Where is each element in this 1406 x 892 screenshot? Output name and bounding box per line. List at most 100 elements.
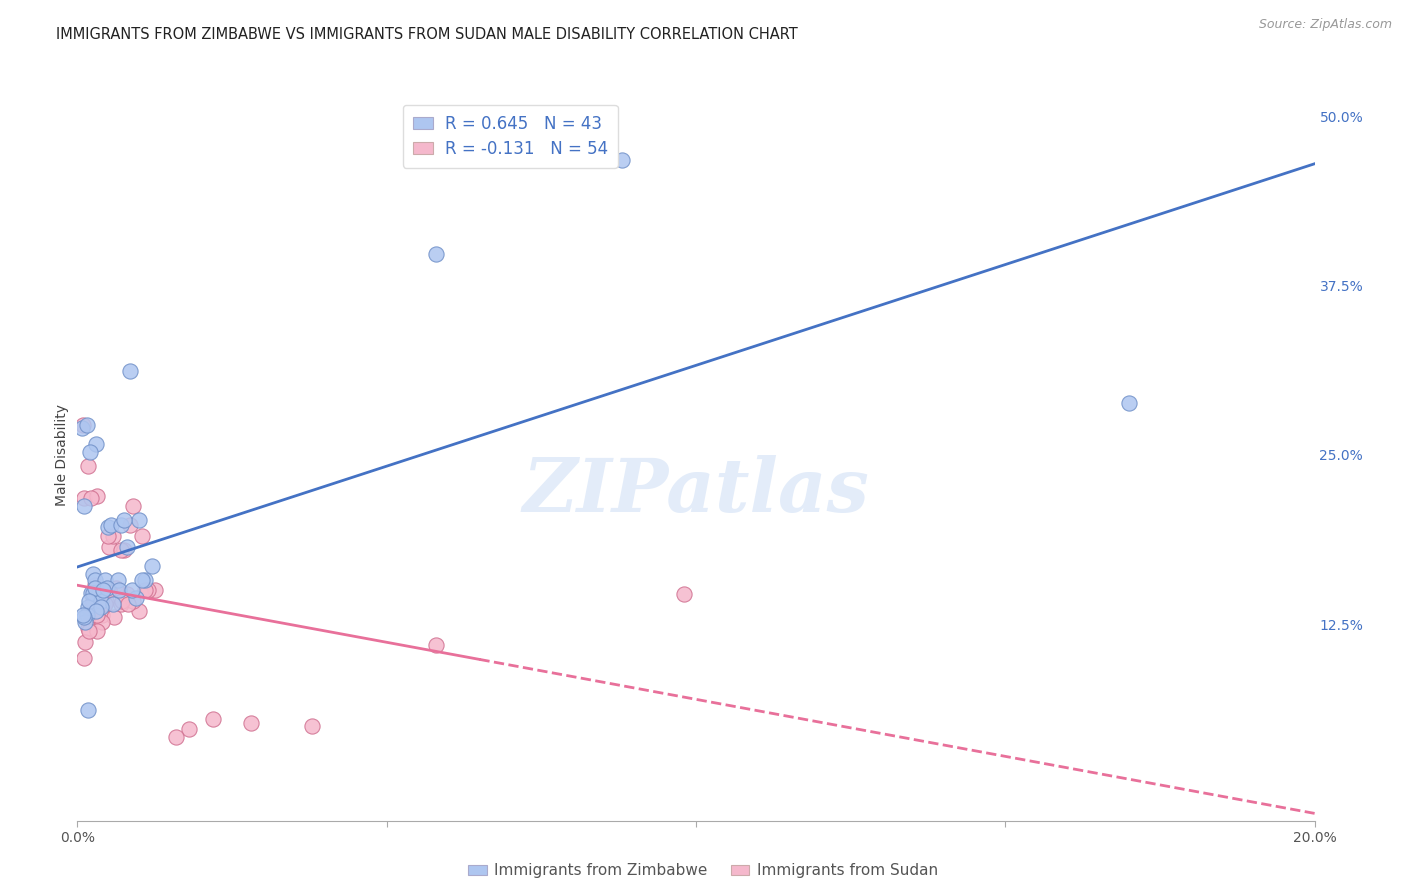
Point [97,529,120,543]
Point [82,597,104,611]
Y-axis label: Male Disability: Male Disability [55,404,69,506]
Point [80,491,103,506]
Legend: R = 0.645   N = 43, R = -0.131   N = 54: R = 0.645 N = 43, R = -0.131 N = 54 [404,105,617,168]
Point [94,583,117,598]
Point [112,513,135,527]
Point [143,583,166,598]
Point [134,573,156,587]
Point [103,597,125,611]
Point [165,730,187,744]
Point [82,586,104,600]
Point [83,578,105,592]
Point [93,597,115,611]
Point [103,610,125,624]
Point [84,594,107,608]
Point [98,583,121,598]
Point [115,587,138,601]
Point [82,567,104,582]
Point [90,594,112,608]
Point [110,597,132,611]
Point [97,519,120,533]
Point [128,513,150,527]
Point [79,604,101,618]
Point [100,518,122,533]
Point [134,583,156,598]
Point [672,587,695,601]
Point [86,607,108,622]
Point [75,635,97,649]
Point [77,702,100,716]
Point [96,594,118,608]
Point [610,153,633,167]
Point [84,590,107,604]
Point [104,581,127,595]
Point [103,529,125,543]
Point [84,604,107,618]
Point [83,573,105,587]
Point [82,594,104,608]
Point [79,615,101,629]
Point [177,722,200,736]
Point [91,583,114,598]
Point [73,651,96,665]
Point [77,624,100,638]
Point [77,621,100,635]
Point [138,583,160,598]
Point [91,597,114,611]
Point [425,247,447,261]
Point [83,581,105,595]
Point [108,583,131,598]
Point [72,607,94,622]
Point [83,594,105,608]
Point [86,624,108,638]
Point [72,610,94,624]
Point [141,559,163,574]
Point [77,458,100,473]
Point [87,586,110,600]
Point [111,594,134,608]
Point [131,529,153,543]
Point [72,500,94,514]
Point [128,604,150,618]
Point [425,638,447,652]
Point [118,518,141,533]
Point [96,581,118,595]
Point [77,594,100,608]
Point [86,489,108,503]
Point [94,573,117,587]
Point [118,364,141,378]
Point [76,418,98,433]
Point [72,418,94,433]
Point [91,615,114,629]
Point [84,437,107,451]
Point [121,583,143,598]
Point [79,445,101,459]
Point [131,573,153,587]
Point [112,542,135,557]
Text: Source: ZipAtlas.com: Source: ZipAtlas.com [1258,18,1392,31]
Point [122,594,145,608]
Point [87,587,110,601]
Point [98,540,121,554]
Point [76,607,98,622]
Point [110,518,132,533]
Point [117,597,139,611]
Point [80,586,103,600]
Point [77,599,100,614]
Point [72,421,94,435]
Point [239,716,262,731]
Point [91,607,114,622]
Text: ZIPatlas: ZIPatlas [523,455,869,528]
Point [301,719,323,733]
Point [89,601,111,615]
Point [122,500,145,514]
Point [73,615,96,629]
Point [115,540,138,554]
Point [107,573,129,587]
Text: IMMIGRANTS FROM ZIMBABWE VS IMMIGRANTS FROM SUDAN MALE DISABILITY CORRELATION CH: IMMIGRANTS FROM ZIMBABWE VS IMMIGRANTS F… [56,27,799,42]
Point [73,491,96,506]
Point [110,542,132,557]
Point [91,583,114,598]
Point [202,712,225,726]
Point [1118,396,1140,410]
